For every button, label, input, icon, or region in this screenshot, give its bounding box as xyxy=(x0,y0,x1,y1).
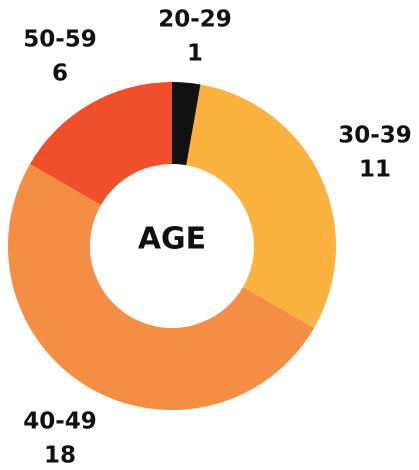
slice-value: 1 xyxy=(187,41,203,67)
pie-slice xyxy=(172,82,201,166)
pie-slice xyxy=(186,84,336,328)
slice-label: 40-49 xyxy=(23,409,97,435)
chart-title: AGE xyxy=(138,222,206,257)
slice-value: 18 xyxy=(44,443,76,469)
slice-label: 20-29 xyxy=(158,7,232,33)
slice-label: 30-39 xyxy=(338,123,412,149)
slice-value: 11 xyxy=(359,157,391,183)
pie-slice xyxy=(7,164,315,411)
slice-label: 50-59 xyxy=(23,27,97,53)
slice-value: 6 xyxy=(52,61,68,87)
pie-slice xyxy=(29,82,173,205)
